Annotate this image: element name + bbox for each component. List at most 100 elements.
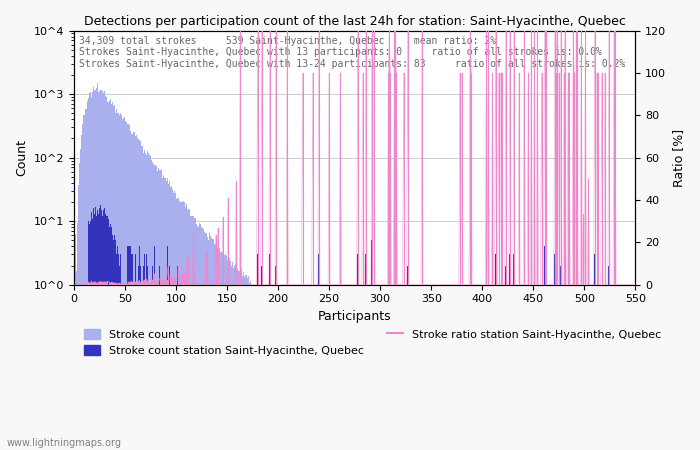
Bar	[211, 238, 212, 450]
Bar	[267, 285, 268, 450]
Bar	[415, 285, 416, 450]
Bar	[390, 285, 391, 450]
Bar	[307, 285, 308, 450]
Bar	[591, 285, 592, 450]
Bar	[335, 285, 336, 450]
Bar	[303, 285, 304, 450]
Bar	[342, 285, 343, 450]
Bar	[447, 285, 448, 450]
Bar	[286, 285, 287, 450]
Bar	[127, 247, 128, 450]
Bar	[461, 285, 463, 450]
Bar	[484, 285, 485, 450]
Bar	[357, 285, 358, 450]
Bar	[112, 235, 113, 450]
Bar	[87, 101, 88, 450]
Y-axis label: Ratio [%]: Ratio [%]	[672, 129, 685, 187]
Bar	[348, 285, 349, 450]
Bar	[294, 285, 295, 450]
Bar	[424, 285, 425, 450]
Bar	[433, 285, 434, 450]
Bar	[300, 285, 301, 450]
Bar	[186, 204, 187, 450]
Bar	[490, 285, 491, 450]
Bar	[268, 285, 270, 450]
Bar	[612, 285, 613, 450]
Bar	[355, 285, 356, 450]
Bar	[215, 285, 216, 450]
Bar	[455, 285, 456, 450]
Bar	[102, 216, 103, 450]
Bar	[390, 285, 391, 450]
Bar	[600, 285, 601, 450]
Bar	[216, 244, 217, 450]
Bar	[221, 251, 223, 450]
Bar	[251, 285, 252, 450]
Bar	[79, 163, 81, 450]
Bar	[217, 248, 218, 450]
Bar	[98, 92, 99, 450]
Bar	[165, 285, 166, 450]
Bar	[117, 247, 118, 450]
Bar	[111, 104, 112, 450]
Bar	[430, 285, 432, 450]
Bar	[533, 285, 534, 450]
Bar	[425, 285, 426, 450]
Bar	[338, 285, 339, 450]
Bar	[574, 285, 575, 450]
Bar	[219, 248, 220, 450]
Bar	[448, 285, 449, 450]
Bar	[261, 266, 262, 450]
Bar	[209, 233, 210, 450]
Bar	[116, 254, 117, 450]
Bar	[239, 266, 241, 450]
Bar	[197, 227, 198, 450]
Bar	[183, 285, 185, 450]
Bar	[500, 285, 501, 450]
Bar	[403, 285, 404, 450]
Bar	[387, 285, 388, 450]
Bar	[169, 266, 170, 450]
Bar	[517, 285, 519, 450]
Bar	[481, 285, 482, 450]
Bar	[402, 285, 403, 450]
Bar	[374, 285, 376, 450]
Bar	[103, 210, 104, 450]
Bar	[130, 247, 132, 450]
Bar	[148, 153, 149, 450]
Bar	[228, 258, 230, 450]
Bar	[544, 285, 545, 450]
Bar	[246, 274, 247, 450]
Bar	[81, 135, 83, 450]
Bar	[317, 285, 318, 450]
Bar	[595, 285, 596, 450]
Bar	[574, 285, 575, 450]
Bar	[144, 150, 145, 450]
Bar	[299, 285, 300, 450]
Bar	[277, 285, 279, 450]
Bar	[468, 285, 470, 450]
Bar	[510, 285, 512, 450]
Bar	[201, 227, 202, 450]
Bar	[535, 285, 536, 450]
Bar	[255, 285, 256, 450]
Bar	[316, 285, 317, 450]
Bar	[523, 285, 524, 450]
Bar	[123, 285, 125, 450]
Bar	[504, 285, 505, 450]
Bar	[102, 90, 103, 450]
Bar	[151, 160, 152, 450]
Bar	[346, 285, 347, 450]
Bar	[220, 252, 221, 450]
Bar	[464, 285, 466, 450]
Bar	[162, 285, 163, 450]
Bar	[279, 285, 281, 450]
Bar	[436, 285, 437, 450]
Bar	[395, 285, 396, 450]
Bar	[108, 219, 109, 450]
Bar	[352, 285, 353, 450]
Bar	[376, 285, 377, 450]
Bar	[141, 146, 143, 450]
Text: 34,309 total strokes     539 Saint-Hyacinthe, Quebec     mean ratio: 2%
Strokes : 34,309 total strokes 539 Saint-Hyacinthe…	[79, 36, 626, 69]
Bar	[193, 254, 194, 450]
